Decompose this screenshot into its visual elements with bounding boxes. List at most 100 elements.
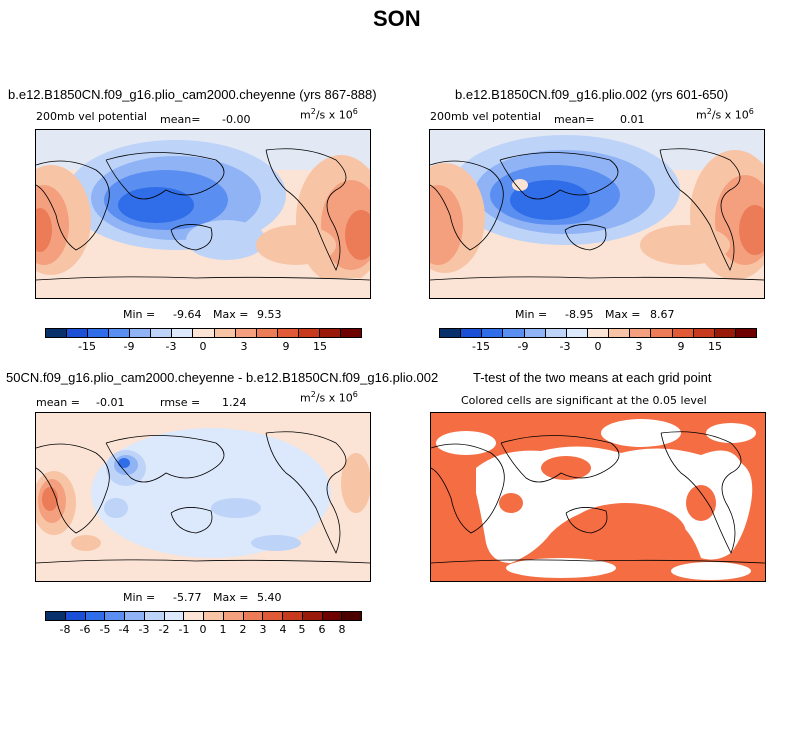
panel1-mean-label: mean= xyxy=(160,113,201,126)
panel1-tick: -3 xyxy=(165,340,177,353)
panel3-rmse-label: rmse = xyxy=(160,396,201,409)
panel3-tick: -4 xyxy=(118,623,130,636)
colorbar-swatch xyxy=(65,612,86,620)
page-title: SON xyxy=(373,6,421,31)
panel2-variable-label: 200mb vel potential xyxy=(430,110,541,123)
panel2-mean-label: mean= xyxy=(554,113,595,126)
panel1-units-exp-b: 6 xyxy=(352,107,358,116)
colorbar-swatch xyxy=(319,329,341,337)
panel3-min-label: Min = xyxy=(123,591,156,604)
panel3-mean-value: -0.01 xyxy=(96,396,125,409)
panel1-map-svg xyxy=(36,130,370,298)
panel4-map xyxy=(430,412,766,582)
panel2-mean-value: 0.01 xyxy=(620,113,645,126)
panel1-min-label: Min = xyxy=(123,308,156,321)
colorbar-swatch xyxy=(85,612,106,620)
colorbar-swatch xyxy=(672,329,694,337)
colorbar-swatch xyxy=(256,329,278,337)
colorbar-swatch xyxy=(214,329,236,337)
colorbar-swatch xyxy=(184,612,204,620)
panel3-min-value: -5.77 xyxy=(173,591,202,604)
panel3-tick: -3 xyxy=(138,623,150,636)
colorbar-swatch xyxy=(461,329,483,337)
colorbar-swatch xyxy=(283,612,303,620)
panel1-mean-value: -0.00 xyxy=(222,113,251,126)
panel3-tick: -6 xyxy=(79,623,91,636)
panel3-units: m2/s x 106 xyxy=(300,390,358,405)
colorbar-swatch xyxy=(46,612,66,620)
panel3-tick: 4 xyxy=(279,623,287,636)
panel3-units-exp-b: 6 xyxy=(352,390,358,399)
colorbar-swatch xyxy=(340,329,361,337)
colorbar-swatch xyxy=(693,329,715,337)
colorbar-swatch xyxy=(714,329,736,337)
colorbar-swatch xyxy=(130,329,152,337)
panel3-title: 50CN.f09_g16.plio_cam2000.cheyenne - b.e… xyxy=(6,370,439,385)
panel4-title: T-test of the two means at each grid poi… xyxy=(473,370,712,385)
colorbar-swatch xyxy=(587,329,610,337)
panel1-tick: -15 xyxy=(78,340,96,353)
panel2-tick: -15 xyxy=(472,340,490,353)
colorbar-swatch xyxy=(125,612,145,620)
panel1-max-value: 9.53 xyxy=(257,308,282,321)
panel3-tick: -1 xyxy=(178,623,190,636)
panel2-min-label: Min = xyxy=(515,308,548,321)
panel3-map-svg xyxy=(36,413,370,581)
panel2-units: m2/s x 106 xyxy=(696,107,754,122)
panel2-tick: -9 xyxy=(517,340,529,353)
colorbar-swatch xyxy=(566,329,588,337)
panel1-tick: 3 xyxy=(240,340,248,353)
colorbar-swatch xyxy=(322,612,343,620)
panel2-tick: 9 xyxy=(677,340,685,353)
colorbar-swatch xyxy=(109,329,131,337)
panel1-colorbar xyxy=(45,328,362,338)
panel2-map xyxy=(429,129,765,299)
panel4-map-svg xyxy=(431,413,765,581)
panel1-tick: 15 xyxy=(313,340,327,353)
panel2-min-value: -8.95 xyxy=(565,308,594,321)
panel2-units-exp-b: 6 xyxy=(748,107,754,116)
colorbar-swatch xyxy=(243,612,264,620)
panel1-min-value: -9.64 xyxy=(173,308,202,321)
colorbar-swatch xyxy=(735,329,757,337)
colorbar-swatch xyxy=(302,612,323,620)
colorbar-swatch xyxy=(524,329,546,337)
panel1-variable-label: 200mb vel potential xyxy=(36,110,147,123)
panel2-tick: -3 xyxy=(559,340,571,353)
colorbar-swatch xyxy=(651,329,673,337)
colorbar-swatch xyxy=(503,329,525,337)
panel3-units-exp-a: 2 xyxy=(310,390,316,399)
colorbar-swatch xyxy=(151,329,173,337)
colorbar-swatch xyxy=(223,612,244,620)
panel1-units-exp-a: 2 xyxy=(310,107,316,116)
panel3-map xyxy=(35,412,371,582)
panel3-rmse-value: 1.24 xyxy=(222,396,247,409)
panel3-tick: 1 xyxy=(219,623,227,636)
panel2-colorbar xyxy=(439,328,757,338)
panel1-tick: 0 xyxy=(199,340,207,353)
panel3-max-value: 5.40 xyxy=(257,591,282,604)
colorbar-swatch xyxy=(440,329,462,337)
panel3-tick: 8 xyxy=(338,623,346,636)
panel3-mean-label: mean = xyxy=(36,396,80,409)
panel2-tick: 0 xyxy=(594,340,602,353)
panel2-map-svg xyxy=(430,130,764,298)
colorbar-swatch xyxy=(67,329,89,337)
panel3-tick: 2 xyxy=(239,623,247,636)
colorbar-swatch xyxy=(144,612,165,620)
colorbar-swatch xyxy=(204,612,224,620)
panel2-max-label: Max = xyxy=(605,308,641,321)
panel1-tick: 9 xyxy=(282,340,290,353)
panel2-max-value: 8.67 xyxy=(650,308,675,321)
panel3-tick: 0 xyxy=(199,623,207,636)
colorbar-swatch xyxy=(235,329,257,337)
colorbar-swatch xyxy=(609,329,631,337)
panel1-max-label: Max = xyxy=(213,308,249,321)
colorbar-swatch xyxy=(482,329,504,337)
panel2-title: b.e12.B1850CN.f09_g16.plio.002 (yrs 601-… xyxy=(455,87,729,102)
colorbar-swatch xyxy=(46,329,68,337)
colorbar-swatch xyxy=(193,329,215,337)
colorbar-swatch xyxy=(88,329,110,337)
panel3-tick: 6 xyxy=(318,623,326,636)
panel3-tick: 5 xyxy=(298,623,306,636)
